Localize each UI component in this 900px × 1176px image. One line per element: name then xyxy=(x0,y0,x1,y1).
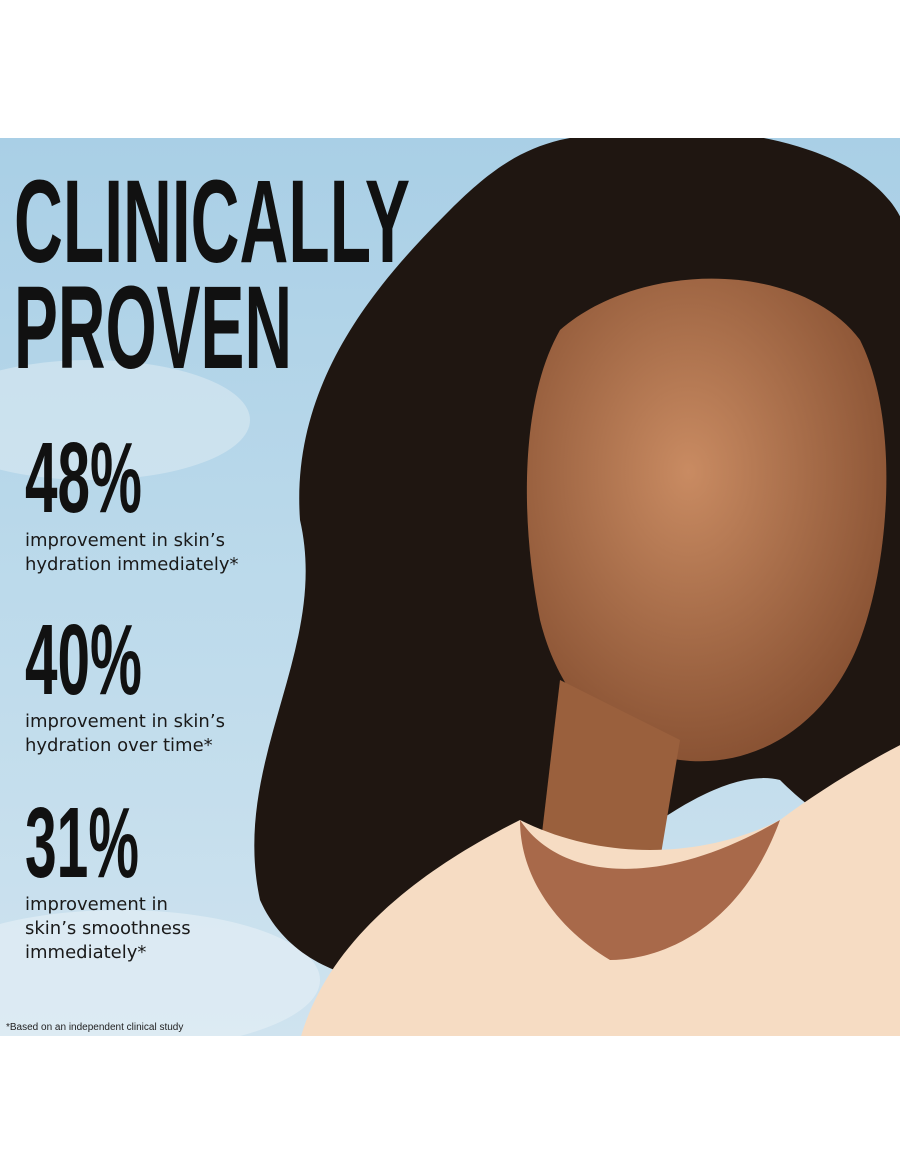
face xyxy=(526,278,887,762)
stat-description: hydration immediately* xyxy=(25,554,239,575)
stat-description: skin’s smoothness xyxy=(25,918,191,939)
stat-description: immediately* xyxy=(25,942,146,963)
stat-value: 31% xyxy=(25,787,139,899)
stat-description: improvement in xyxy=(25,894,168,915)
stat-description: hydration over time* xyxy=(25,735,213,756)
stat-value: 48% xyxy=(25,422,142,534)
photo xyxy=(0,138,900,1036)
cloud xyxy=(0,360,250,480)
headline: PROVEN xyxy=(14,262,292,394)
stat-description: improvement in skin’s xyxy=(25,711,225,732)
footnote: *Based on an independent clinical study xyxy=(6,1022,183,1033)
cloud xyxy=(0,910,320,1036)
headline: CLINICALLY xyxy=(14,156,410,288)
neck xyxy=(540,680,680,860)
stat-description: improvement in skin’s xyxy=(25,530,225,551)
chest xyxy=(520,820,780,960)
stat-value: 40% xyxy=(25,604,142,716)
